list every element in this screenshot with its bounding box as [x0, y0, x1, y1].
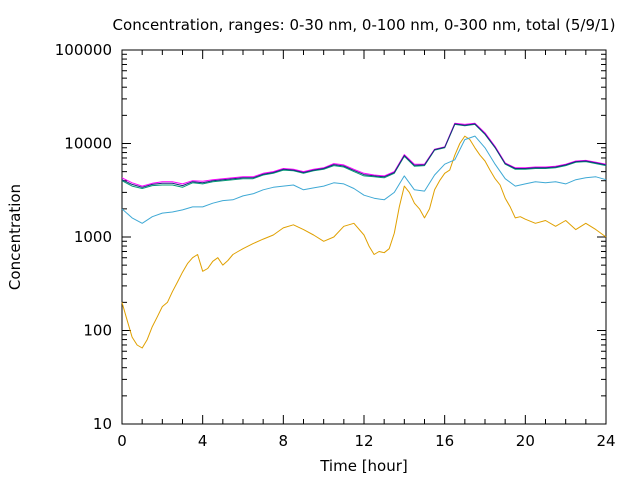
- series-layer: [121, 122, 607, 349]
- y-tick-label: 10000: [64, 135, 112, 153]
- x-tick-label: 8: [279, 432, 289, 450]
- series-line-0-30-nm: [121, 135, 607, 349]
- x-axis-label: Time [hour]: [319, 457, 408, 475]
- y-tick-label: 100: [83, 322, 112, 340]
- y-tick-label: 1000: [74, 228, 112, 246]
- x-tick-label: 12: [354, 432, 373, 450]
- series-line-0-300-nm: [121, 123, 607, 189]
- series-line-total-overlay: [121, 123, 607, 188]
- x-tick-label: 24: [596, 432, 615, 450]
- y-tick-label: 100000: [55, 41, 112, 59]
- x-tick-label: 0: [117, 432, 127, 450]
- x-tick-label: 4: [198, 432, 208, 450]
- y-tick-label: 10: [93, 415, 112, 433]
- chart-title: Concentration, ranges: 0-30 nm, 0-100 nm…: [113, 16, 616, 34]
- x-tick-label: 20: [516, 432, 535, 450]
- y-axis-label: Concentration: [6, 184, 24, 290]
- series-line-0-100-nm: [121, 135, 607, 224]
- x-tick-label: 16: [435, 432, 454, 450]
- plot-frame: [121, 49, 607, 425]
- series-line-total: [121, 122, 607, 187]
- y-axis: 10 100 1000 10000 100000: [55, 41, 606, 433]
- x-axis: 0 4 8 12 16 20 24: [117, 50, 616, 450]
